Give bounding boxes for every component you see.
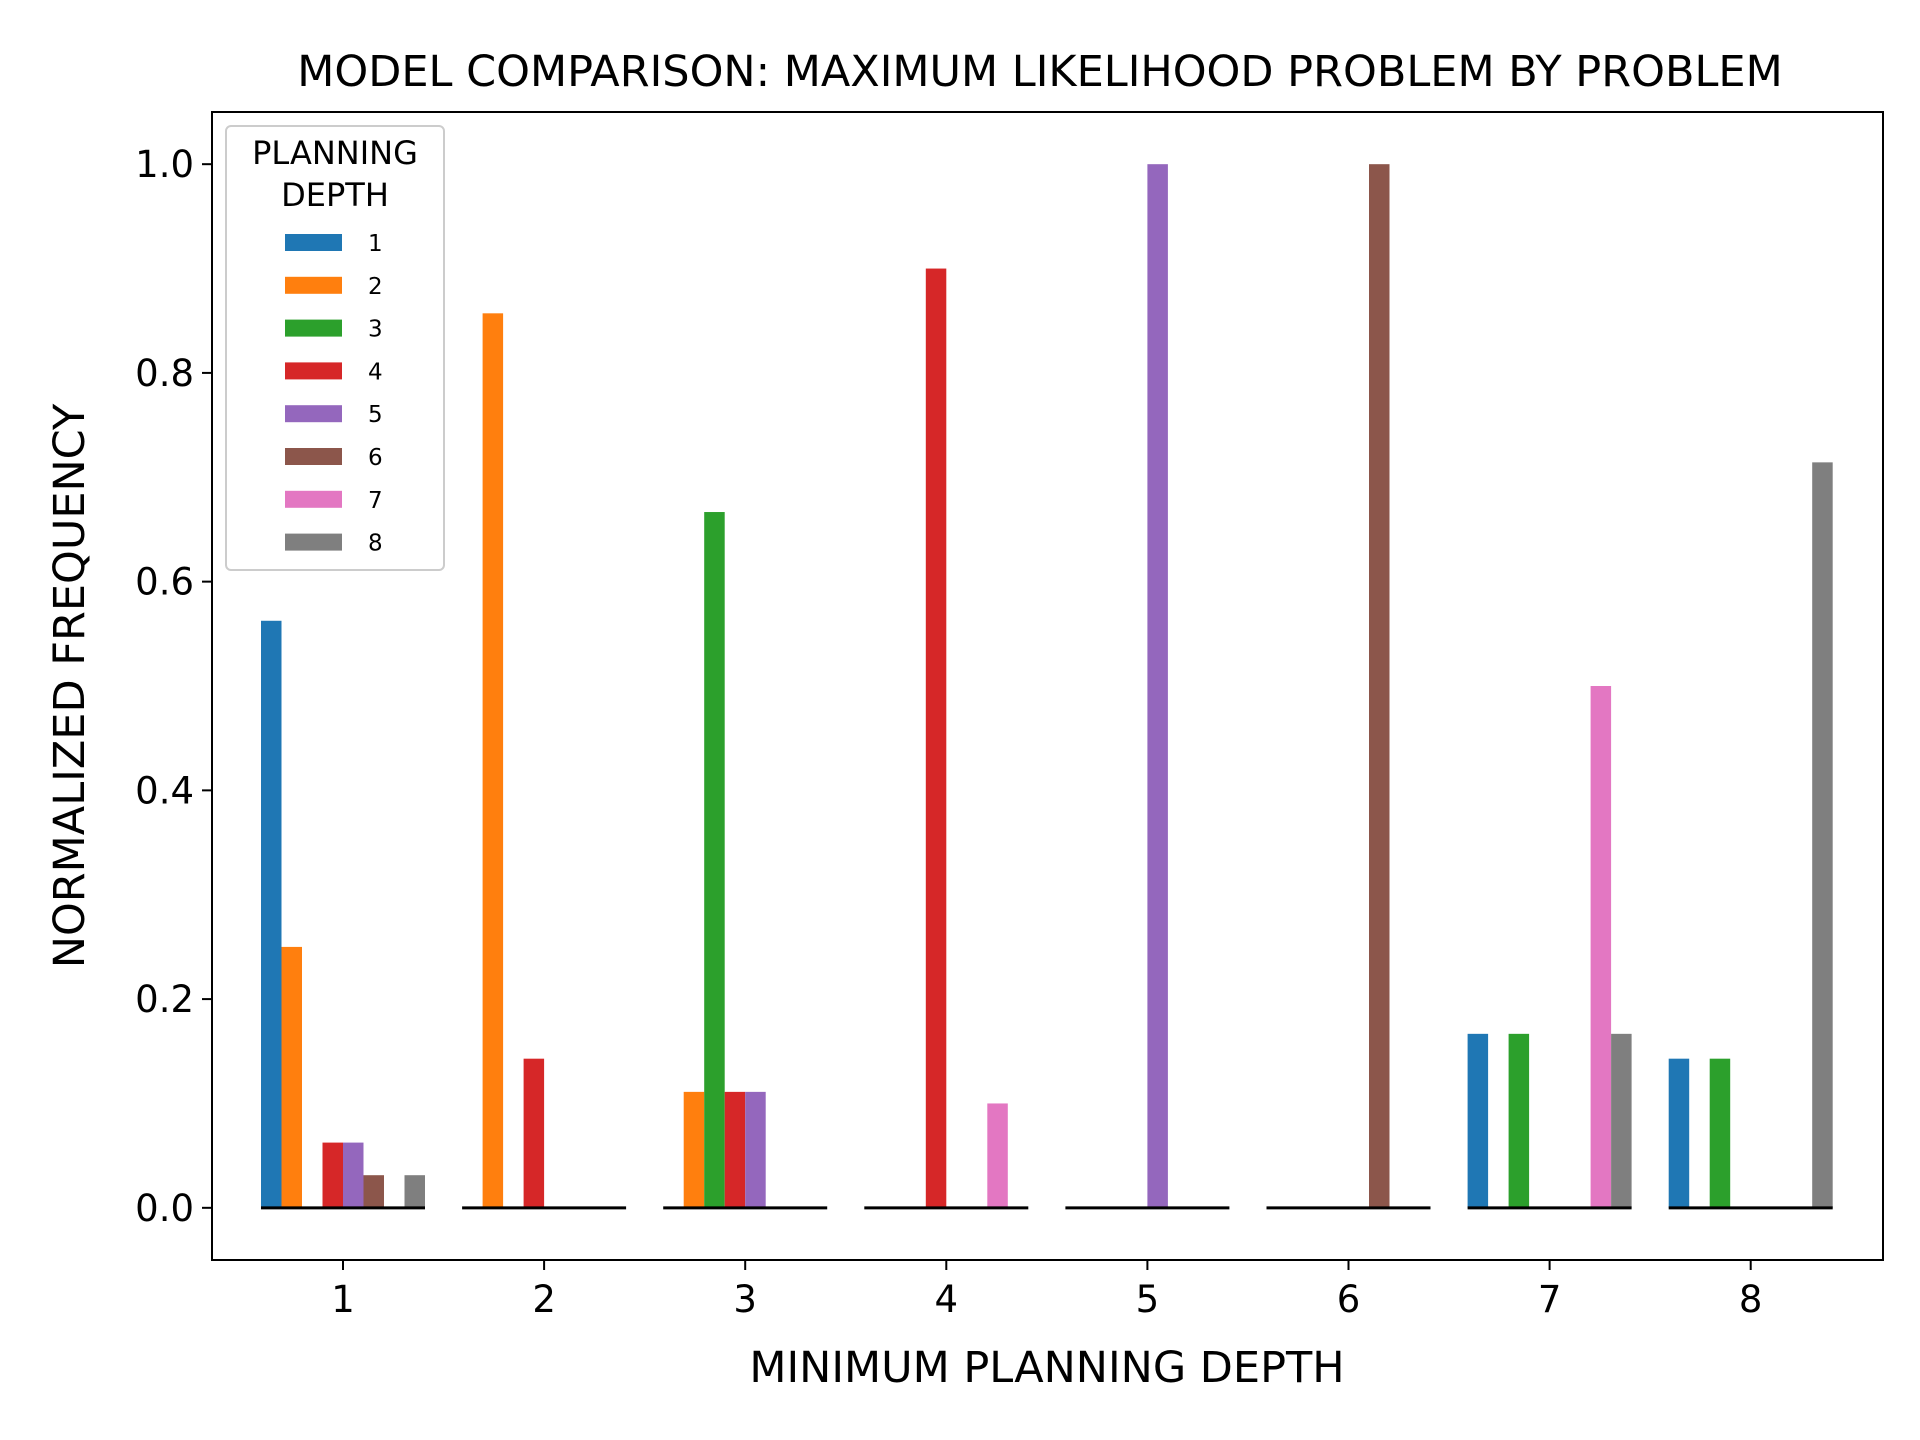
y-axis-label: NORMALIZED FREQUENCY xyxy=(45,403,95,968)
bar-depth-5-group-3 xyxy=(745,1091,766,1208)
legend-label-7: 7 xyxy=(368,488,383,514)
bar-depth-1-group-7 xyxy=(1467,1033,1489,1208)
legend-swatch-7 xyxy=(285,490,342,508)
y-tick-label-0.2: 0.2 xyxy=(135,978,194,1021)
legend-label-4: 4 xyxy=(368,359,383,385)
bar-depth-3-group-8 xyxy=(1709,1058,1731,1208)
bar-depth-7-group-4 xyxy=(987,1103,1008,1208)
bar-depth-3-group-3 xyxy=(704,512,725,1208)
bar-depth-8-group-7 xyxy=(1611,1033,1632,1208)
y-tick-label-0.4: 0.4 xyxy=(135,769,194,812)
legend-items: 1 2 3 4 5 6 7 8 xyxy=(285,231,383,557)
legend-swatch-8 xyxy=(285,533,342,551)
legend-swatch-1 xyxy=(285,234,342,251)
legend-label-1: 1 xyxy=(368,231,383,257)
legend: PLANNING DEPTH 1 2 3 4 5 6 7 8 xyxy=(225,125,445,571)
bar-depth-3-group-7 xyxy=(1508,1033,1530,1208)
bar-depth-1-group-8 xyxy=(1668,1058,1690,1208)
bar-depth-2-group-3 xyxy=(683,1091,705,1208)
bar-depth-7-group-7 xyxy=(1590,686,1612,1208)
bar-depth-5-group-1 xyxy=(343,1142,364,1208)
bar-depth-2-group-2 xyxy=(482,313,504,1208)
x-tick-label-4: 4 xyxy=(935,1278,959,1321)
bar-depth-4-group-1 xyxy=(322,1142,343,1208)
bar-depth-8-group-8 xyxy=(1812,462,1833,1208)
y-tick-label-0.0: 0.0 xyxy=(135,1187,194,1230)
y-tick-label-1.0: 1.0 xyxy=(135,143,194,186)
bar-depth-1-group-1 xyxy=(261,620,282,1208)
x-axis-label: MINIMUM PLANNING DEPTH xyxy=(749,1343,1344,1393)
chart-title: MODEL COMPARISON: MAXIMUM LIKELIHOOD PRO… xyxy=(297,47,1782,97)
y-tick-label-0.6: 0.6 xyxy=(135,561,194,604)
legend-frame xyxy=(225,125,445,571)
legend-title-line2: DEPTH xyxy=(281,176,389,214)
bar-depth-6-group-6 xyxy=(1369,164,1390,1208)
legend-title-line1: PLANNING xyxy=(252,134,418,172)
x-tick-label-5: 5 xyxy=(1136,1278,1160,1321)
plot-frame xyxy=(211,111,1884,1261)
bar-depth-2-group-1 xyxy=(281,946,302,1208)
x-tick-label-7: 7 xyxy=(1538,1278,1562,1321)
legend-swatch-5 xyxy=(285,405,342,423)
x-tick-label-2: 2 xyxy=(532,1278,556,1321)
x-tick-label-6: 6 xyxy=(1337,1278,1361,1321)
bar-depth-4-group-4 xyxy=(925,268,947,1208)
x-tick-label-8: 8 xyxy=(1739,1278,1763,1321)
x-tick-label-3: 3 xyxy=(733,1278,757,1321)
x-tick-label-1: 1 xyxy=(331,1278,355,1321)
bar-depth-5-group-5 xyxy=(1147,164,1168,1208)
legend-label-6: 6 xyxy=(368,445,383,471)
bars xyxy=(261,164,1833,1208)
legend-label-2: 2 xyxy=(368,274,383,300)
bar-depth-4-group-2 xyxy=(523,1058,545,1208)
legend-swatch-2 xyxy=(285,276,342,294)
legend-swatch-6 xyxy=(285,448,342,465)
bar-depth-8-group-1 xyxy=(404,1175,425,1208)
legend-label-8: 8 xyxy=(368,531,383,557)
y-axis-ticks: 0.0 0.2 0.4 0.6 0.8 1.0 xyxy=(135,143,212,1230)
legend-label-5: 5 xyxy=(368,402,383,428)
legend-label-3: 3 xyxy=(368,317,383,343)
x-axis-ticks: 1 2 3 4 5 6 7 8 xyxy=(331,1260,1762,1321)
legend-swatch-3 xyxy=(285,319,342,337)
legend-swatch-4 xyxy=(285,362,342,380)
bar-depth-6-group-1 xyxy=(363,1175,384,1208)
bar-depth-4-group-3 xyxy=(724,1091,746,1208)
y-tick-label-0.8: 0.8 xyxy=(135,352,194,395)
